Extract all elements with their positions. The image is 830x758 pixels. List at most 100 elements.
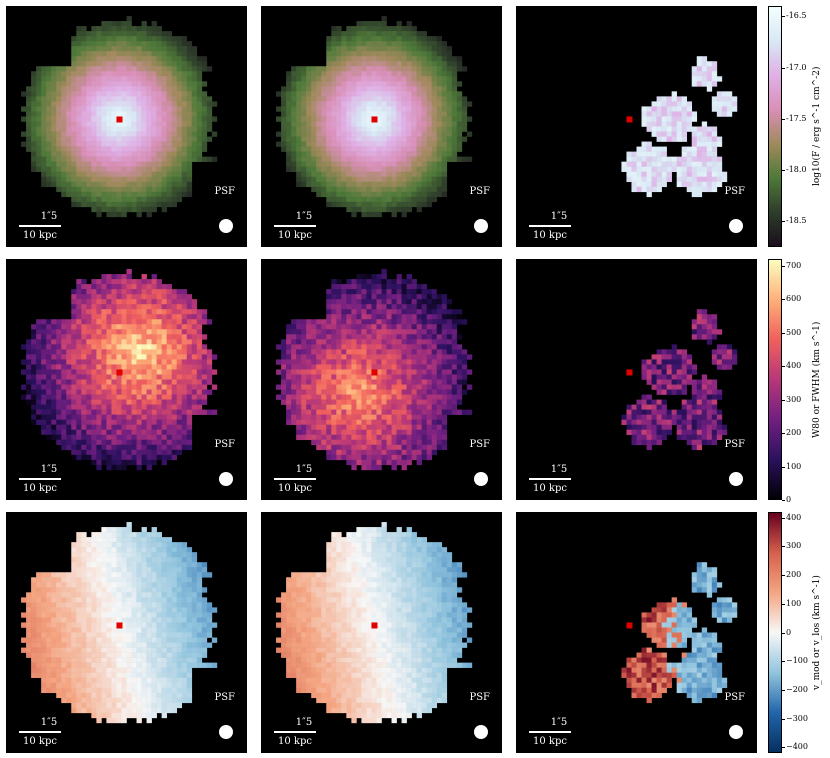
heatmap-cell xyxy=(51,176,57,183)
heatmap-cell xyxy=(346,61,352,67)
heatmap-cell xyxy=(691,141,698,147)
heatmap-cell xyxy=(361,319,367,325)
heatmap-cell xyxy=(66,96,72,102)
heatmap-cell xyxy=(106,379,112,385)
heatmap-cell xyxy=(106,161,112,167)
heatmap-cell xyxy=(46,101,52,107)
heatmap-cell xyxy=(431,181,438,188)
heatmap-cell xyxy=(386,394,392,400)
heatmap-cell xyxy=(331,389,337,395)
heatmap-cell xyxy=(121,339,127,345)
heatmap-cell xyxy=(416,324,422,330)
heatmap-cell xyxy=(366,439,372,446)
heatmap-cell xyxy=(76,151,82,157)
heatmap-cell xyxy=(96,136,102,142)
heatmap-cell xyxy=(366,379,372,385)
heatmap-cell xyxy=(111,96,117,102)
heatmap-cell xyxy=(141,61,147,67)
heatmap-cell xyxy=(386,166,392,172)
heatmap-cell xyxy=(411,136,417,142)
heatmap-cell xyxy=(136,101,142,107)
heatmap-cell xyxy=(701,136,708,142)
heatmap-cell xyxy=(456,379,463,385)
heatmap-cell xyxy=(281,131,287,137)
heatmap-cell xyxy=(76,374,82,380)
heatmap-cell xyxy=(411,294,417,300)
heatmap-cell xyxy=(391,354,397,360)
heatmap-cell xyxy=(186,374,193,380)
heatmap-cell xyxy=(321,424,327,431)
heatmap-cell xyxy=(151,31,157,37)
heatmap-cell xyxy=(276,116,282,122)
heatmap-cell xyxy=(381,414,387,420)
heatmap-cell xyxy=(116,91,122,97)
heatmap-cell xyxy=(401,116,407,122)
heatmap-cell xyxy=(346,434,352,441)
heatmap-cell xyxy=(416,424,422,431)
heatmap-cell xyxy=(91,414,97,420)
heatmap-cell xyxy=(76,304,82,310)
heatmap-cell xyxy=(396,399,402,405)
heatmap-cell xyxy=(316,156,322,162)
heatmap-cell xyxy=(76,294,82,300)
heatmap-cell xyxy=(311,339,317,345)
heatmap-cell xyxy=(96,86,102,92)
heatmap-cell xyxy=(181,344,188,350)
heatmap-cell xyxy=(366,394,372,400)
heatmap-cell xyxy=(701,309,708,315)
heatmap-cell xyxy=(336,374,342,380)
heatmap-cell xyxy=(451,141,458,147)
heatmap-cell xyxy=(641,156,647,162)
heatmap-cell xyxy=(426,369,433,375)
heatmap-cell xyxy=(61,76,67,82)
heatmap-cell xyxy=(51,329,57,335)
heatmap-cell xyxy=(21,131,27,137)
heatmap-cell xyxy=(416,56,422,62)
heatmap-cell xyxy=(701,131,708,137)
heatmap-cell xyxy=(111,349,117,355)
heatmap-cell xyxy=(41,161,47,167)
heatmap-cell xyxy=(381,269,387,275)
heatmap-cell xyxy=(431,121,438,127)
heatmap-cell xyxy=(161,394,167,400)
heatmap-cell xyxy=(81,51,87,57)
heatmap-cell xyxy=(706,81,713,87)
heatmap-cell xyxy=(356,279,362,285)
heatmap-cell xyxy=(96,36,102,42)
heatmap-cell xyxy=(146,314,152,320)
heatmap-cell xyxy=(121,46,127,52)
heatmap-cell xyxy=(181,369,188,375)
heatmap-cell xyxy=(56,181,62,188)
heatmap-cell xyxy=(121,359,127,365)
heatmap-cell xyxy=(311,96,317,102)
heatmap-cell xyxy=(381,171,387,178)
heatmap-cell xyxy=(376,66,382,72)
heatmap-cell xyxy=(436,46,443,52)
heatmap-cell xyxy=(126,196,132,203)
heatmap-cell xyxy=(66,81,72,87)
heatmap-cell xyxy=(366,369,372,375)
heatmap-cell xyxy=(96,369,102,375)
heatmap-cell xyxy=(416,46,422,52)
heatmap-pixels xyxy=(21,16,218,218)
heatmap-cell xyxy=(181,181,188,188)
heatmap-cell xyxy=(36,349,42,355)
heatmap-cell xyxy=(396,181,402,188)
heatmap-cell xyxy=(416,201,422,208)
heatmap-cell xyxy=(396,344,402,350)
heatmap-cell xyxy=(656,121,662,127)
heatmap-cell xyxy=(381,126,387,132)
heatmap-cell xyxy=(391,459,397,466)
heatmap-cell xyxy=(451,126,458,132)
heatmap-cell xyxy=(431,434,438,441)
heatmap-cell xyxy=(51,394,57,400)
heatmap-cell xyxy=(131,191,137,198)
heatmap-cell xyxy=(456,409,463,415)
heatmap-cell xyxy=(331,41,337,47)
heatmap-cell xyxy=(51,111,57,117)
heatmap-cell xyxy=(391,111,397,117)
heatmap-cell xyxy=(296,319,302,325)
heatmap-cell xyxy=(326,334,332,340)
heatmap-cell xyxy=(381,294,387,300)
heatmap-cell xyxy=(71,374,77,380)
